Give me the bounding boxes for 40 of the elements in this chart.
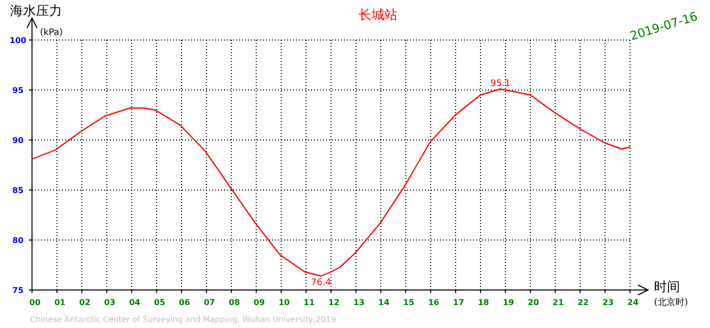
x-tick-label: 24: [627, 298, 639, 307]
x-axis-title: 时间: [654, 280, 680, 295]
x-tick-label: 01: [54, 298, 66, 307]
x-tick-label: 08: [228, 298, 240, 307]
x-tick-label: 22: [578, 298, 589, 307]
x-tick-label: 10: [278, 298, 290, 307]
y-tick-label: 95: [12, 86, 24, 95]
x-tick-label: 16: [428, 298, 440, 307]
annotation: 95.1: [490, 79, 510, 89]
x-tick-label: 14: [378, 298, 390, 307]
x-tick-label: 20: [528, 298, 540, 307]
x-tick-label: 15: [403, 298, 415, 307]
x-tick-label: 11: [304, 298, 316, 307]
chart-title: 长城站: [358, 8, 398, 23]
x-tick-label: 06: [178, 298, 190, 307]
x-tick-label: 18: [478, 298, 490, 307]
x-tick-label: 03: [104, 298, 116, 307]
x-tick-label: 05: [154, 298, 166, 307]
x-tick-label: 21: [552, 298, 564, 307]
y-tick-label: 90: [12, 136, 24, 145]
x-tick-label: 23: [602, 298, 614, 307]
x-tick-label: 04: [129, 298, 141, 307]
annotation: 76.4: [311, 278, 332, 288]
y-tick-label: 85: [12, 186, 24, 195]
y-axis-title: 海水压力: [10, 4, 62, 19]
y-tick-label: 80: [12, 236, 24, 245]
x-tick-label: 09: [254, 298, 266, 307]
x-tick-label: 12: [328, 298, 340, 307]
x-tick-label: 13: [353, 298, 364, 307]
x-tick-label: 00: [29, 298, 41, 307]
text: (北京时): [654, 297, 688, 308]
x-tick-label: 19: [502, 298, 514, 307]
line-series: [31, 88, 631, 277]
x-tick-label: 07: [204, 298, 215, 307]
y-tick-label: 75: [12, 286, 24, 295]
x-tick-label: 17: [453, 298, 464, 307]
text: Chinese Antarctic Center of Surveying and Mapping, Wuhan University,2019: [30, 315, 336, 324]
text: (kPa): [40, 28, 63, 38]
y-tick-label: 100: [10, 36, 27, 45]
x-tick-label: 02: [79, 298, 90, 307]
